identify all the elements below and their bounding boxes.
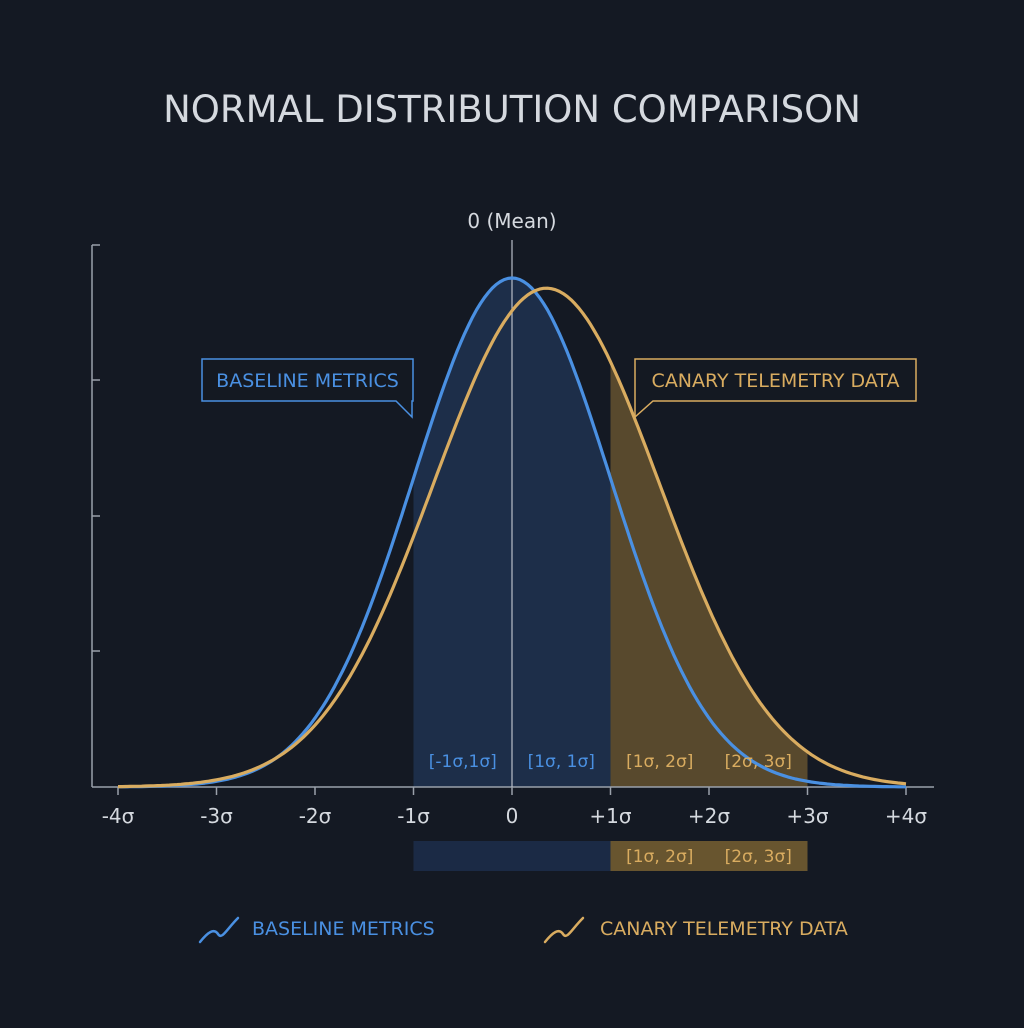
x-tick-label-0: -4σ: [102, 804, 135, 828]
x-tick-label-7: +3σ: [786, 804, 828, 828]
range-bar-label-2: [2σ, 3σ]: [725, 847, 792, 867]
range-bar-label-1: [1σ, 2σ]: [626, 847, 693, 867]
range-bar-segment-0: [413, 841, 611, 871]
region-label-2: [1σ, 2σ]: [626, 752, 693, 772]
shaded-region-1: [512, 278, 611, 787]
axes: 0 (Mean): [91, 209, 934, 795]
x-tick-label-4: 0: [506, 804, 519, 828]
region-label-3: [2σ, 3σ]: [725, 752, 792, 772]
shaded-region-2: [610, 361, 709, 787]
range-bar-segment-1: [610, 841, 709, 871]
shaded-region-3: [709, 608, 808, 787]
sigma-range-bar: [1σ, 2σ] [2σ, 3σ]: [413, 841, 808, 871]
legend-label-0: BASELINE METRICS: [252, 918, 435, 940]
region-label-1: [1σ, 1σ]: [528, 752, 595, 772]
callout-box-0: [201, 358, 414, 419]
callout-canary-text: CANARY TELEMETRY DATA: [652, 370, 900, 392]
legend-trend-line-icon-0: [198, 916, 240, 944]
callout-box-1: [634, 358, 917, 419]
x-tick-label-5: +1σ: [589, 804, 631, 828]
x-tick-label-8: +4σ: [885, 804, 927, 828]
region-label-0: [-1σ,1σ]: [429, 752, 497, 772]
shaded-region-0: [413, 278, 512, 787]
chart-title: NORMAL DISTRIBUTION COMPARISON: [163, 88, 861, 131]
legend-label-1: CANARY TELEMETRY DATA: [600, 918, 848, 940]
mean-label: 0 (Mean): [467, 209, 556, 233]
callout-baseline-text: BASELINE METRICS: [216, 370, 399, 392]
x-tick-label-2: -2σ: [299, 804, 332, 828]
range-bar-segment-2: [709, 841, 808, 871]
x-tick-label-1: -3σ: [200, 804, 233, 828]
x-tick-label-6: +2σ: [688, 804, 730, 828]
canary-curve: [118, 286, 907, 789]
legend: BASELINE METRICS CANARY TELEMETRY DATA: [198, 916, 848, 944]
x-tick-label-3: -1σ: [397, 804, 430, 828]
distribution-curves: [118, 276, 907, 789]
region-labels: [-1σ,1σ] [1σ, 1σ] [1σ, 2σ] [2σ, 3σ]: [429, 752, 792, 772]
legend-trend-line-icon-1: [543, 916, 585, 944]
x-tick-labels: -4σ -3σ -2σ -1σ 0 +1σ +2σ +3σ +4σ: [102, 804, 928, 828]
shaded-regions: [413, 278, 808, 787]
series-callouts: BASELINE METRICS CANARY TELEMETRY DATA: [201, 358, 917, 419]
